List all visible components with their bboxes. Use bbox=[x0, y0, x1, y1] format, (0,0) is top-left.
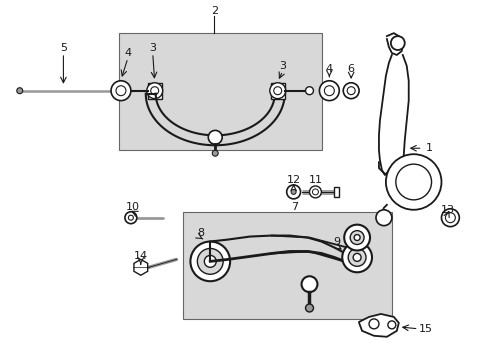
Circle shape bbox=[190, 242, 230, 281]
Text: 14: 14 bbox=[134, 251, 147, 261]
Circle shape bbox=[212, 150, 218, 156]
Text: 13: 13 bbox=[440, 205, 453, 215]
Circle shape bbox=[309, 186, 321, 198]
Circle shape bbox=[352, 253, 360, 261]
Polygon shape bbox=[358, 314, 398, 337]
Circle shape bbox=[305, 87, 313, 95]
Polygon shape bbox=[134, 260, 147, 275]
Circle shape bbox=[347, 248, 366, 266]
Bar bbox=[147, 83, 162, 99]
Circle shape bbox=[290, 189, 296, 194]
Circle shape bbox=[305, 304, 313, 312]
Circle shape bbox=[204, 255, 216, 267]
Circle shape bbox=[286, 185, 300, 199]
Text: 1: 1 bbox=[425, 143, 432, 153]
Circle shape bbox=[342, 243, 371, 272]
Circle shape bbox=[269, 83, 285, 99]
Circle shape bbox=[17, 88, 22, 94]
Circle shape bbox=[146, 83, 163, 99]
Circle shape bbox=[375, 210, 391, 226]
Circle shape bbox=[208, 130, 222, 144]
Circle shape bbox=[197, 248, 223, 274]
Bar bbox=[334, 187, 339, 197]
Text: 5: 5 bbox=[60, 43, 67, 53]
Text: 6: 6 bbox=[347, 64, 354, 74]
Text: 9: 9 bbox=[333, 237, 340, 247]
Circle shape bbox=[111, 81, 131, 100]
Text: 4: 4 bbox=[124, 48, 131, 58]
Circle shape bbox=[344, 225, 369, 251]
Text: 2: 2 bbox=[210, 6, 217, 16]
Circle shape bbox=[349, 231, 364, 244]
Text: 3: 3 bbox=[279, 61, 285, 71]
Circle shape bbox=[115, 87, 122, 95]
Circle shape bbox=[385, 154, 441, 210]
Circle shape bbox=[301, 276, 317, 292]
Text: 11: 11 bbox=[308, 175, 322, 185]
Circle shape bbox=[353, 235, 359, 240]
Bar bbox=[270, 83, 284, 99]
Bar bbox=[119, 33, 322, 150]
Bar bbox=[183, 212, 391, 319]
Text: 8: 8 bbox=[196, 228, 203, 238]
Circle shape bbox=[319, 81, 339, 100]
Text: 7: 7 bbox=[290, 202, 298, 212]
Text: 12: 12 bbox=[286, 175, 300, 185]
Text: 10: 10 bbox=[125, 202, 140, 212]
Circle shape bbox=[343, 83, 358, 99]
Circle shape bbox=[124, 212, 137, 224]
Text: 3: 3 bbox=[149, 43, 156, 53]
Text: 4: 4 bbox=[325, 64, 332, 74]
Circle shape bbox=[390, 36, 404, 50]
Text: 15: 15 bbox=[418, 324, 432, 334]
Circle shape bbox=[441, 209, 458, 227]
